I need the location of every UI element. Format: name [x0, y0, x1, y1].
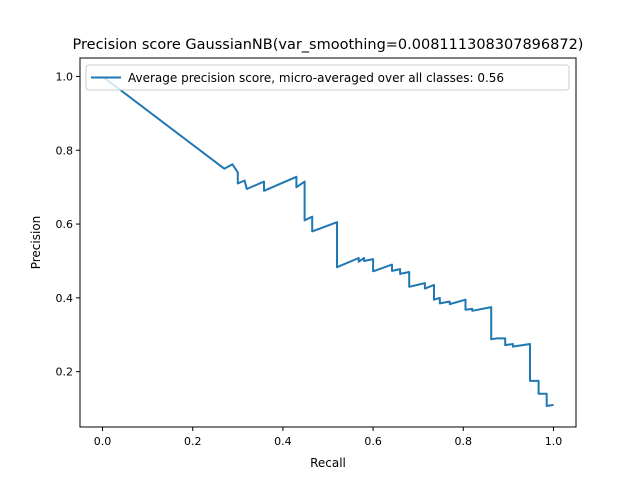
legend-label: Average precision score, micro-averaged … — [128, 71, 504, 85]
x-axis-label: Recall — [310, 456, 346, 470]
x-axis-ticks: 0.0 0.2 0.4 0.6 0.8 1.0 — [94, 427, 562, 448]
series-layer — [101, 75, 554, 407]
x-tick-label: 1.0 — [545, 435, 563, 448]
legend: Average precision score, micro-averaged … — [85, 64, 570, 91]
y-tick-label: 0.4 — [56, 292, 74, 305]
chart-title: Precision score GaussianNB(var_smoothing… — [73, 37, 584, 53]
series-line — [101, 75, 554, 407]
x-tick-label: 0.6 — [364, 435, 382, 448]
y-tick-label: 0.2 — [56, 366, 74, 379]
plot-area — [79, 57, 577, 428]
y-axis-label: Precision — [29, 216, 43, 270]
legend-box — [85, 64, 570, 91]
plot-frame — [79, 57, 577, 428]
y-axis-ticks: 0.2 0.4 0.6 0.8 1.0 — [56, 70, 80, 379]
x-tick-label: 0.0 — [94, 435, 112, 448]
x-tick-label: 0.8 — [455, 435, 473, 448]
x-tick-label: 0.4 — [274, 435, 292, 448]
x-tick-label: 0.2 — [184, 435, 202, 448]
y-tick-label: 1.0 — [56, 70, 74, 83]
y-tick-label: 0.8 — [56, 144, 74, 157]
y-tick-label: 0.6 — [56, 218, 74, 231]
